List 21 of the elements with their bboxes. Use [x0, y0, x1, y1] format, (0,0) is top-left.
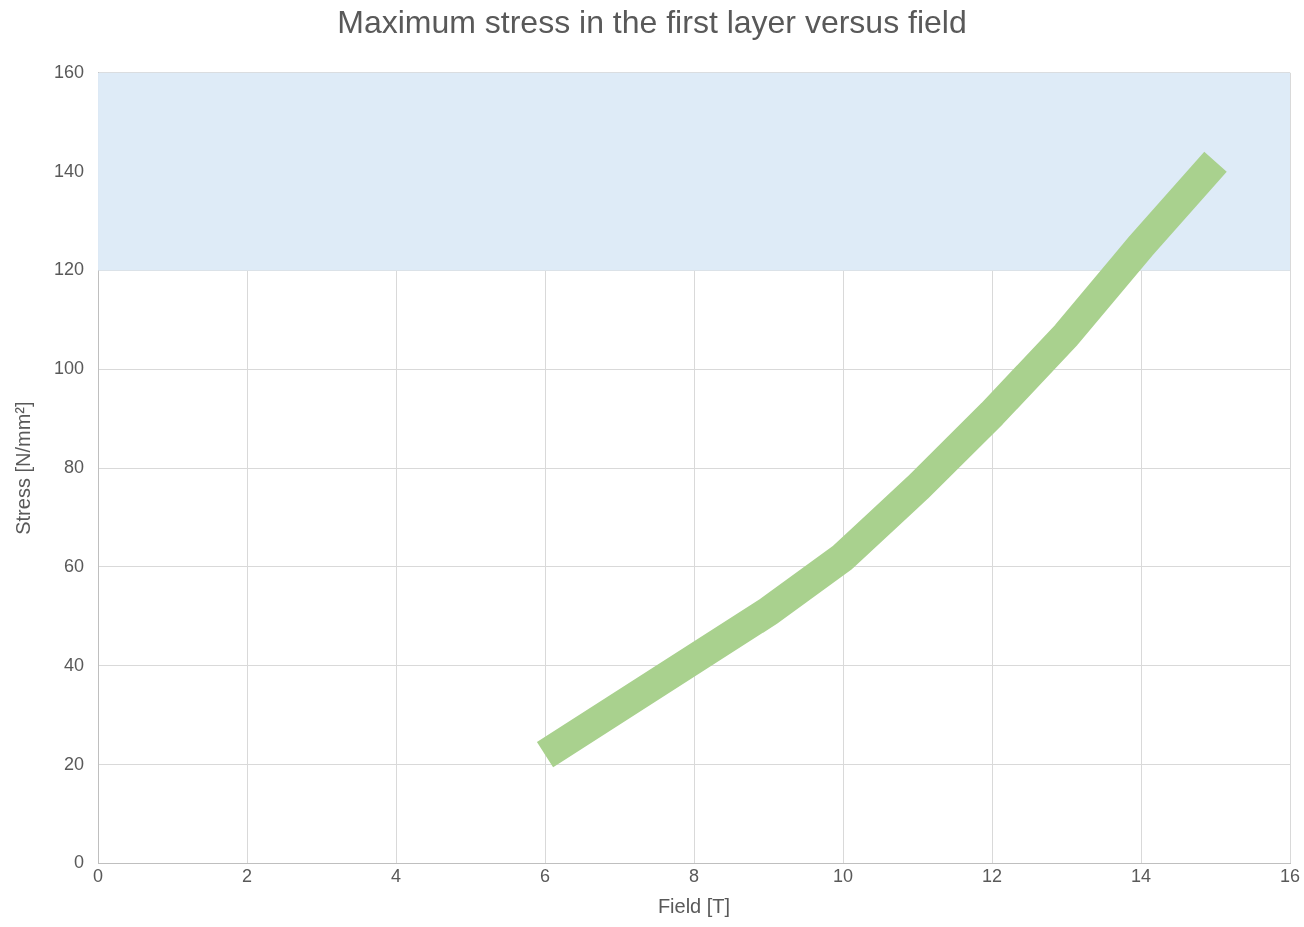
- y-tick-label: 20: [64, 753, 85, 774]
- x-tick-label: 12: [981, 866, 1003, 887]
- y-tick-label: 40: [64, 654, 85, 675]
- y-axis-title: Stress [N/mm²]: [11, 401, 34, 535]
- x-tick-label: 2: [242, 866, 253, 887]
- y-tick-label: 100: [53, 358, 85, 379]
- chart-title: Maximum stress in the first layer versus field: [336, 4, 968, 42]
- y-tick-label: 140: [53, 160, 85, 181]
- x-tick-label: 14: [1130, 866, 1152, 887]
- y-tick-label: 160: [53, 61, 85, 82]
- y-tick-label: 120: [53, 259, 85, 280]
- x-tick-label: 8: [689, 866, 700, 887]
- x-tick-label: 6: [540, 866, 551, 887]
- y-tick-label: 0: [74, 852, 85, 873]
- x-tick-label: 4: [391, 866, 402, 887]
- x-tick-label: 0: [93, 866, 104, 887]
- x-tick-label: 16: [1279, 866, 1301, 887]
- x-tick-label: 10: [833, 866, 854, 887]
- x-axis-title: Field [T]: [657, 894, 731, 917]
- y-tick-label: 60: [64, 555, 85, 576]
- y-tick-label: 80: [64, 457, 85, 478]
